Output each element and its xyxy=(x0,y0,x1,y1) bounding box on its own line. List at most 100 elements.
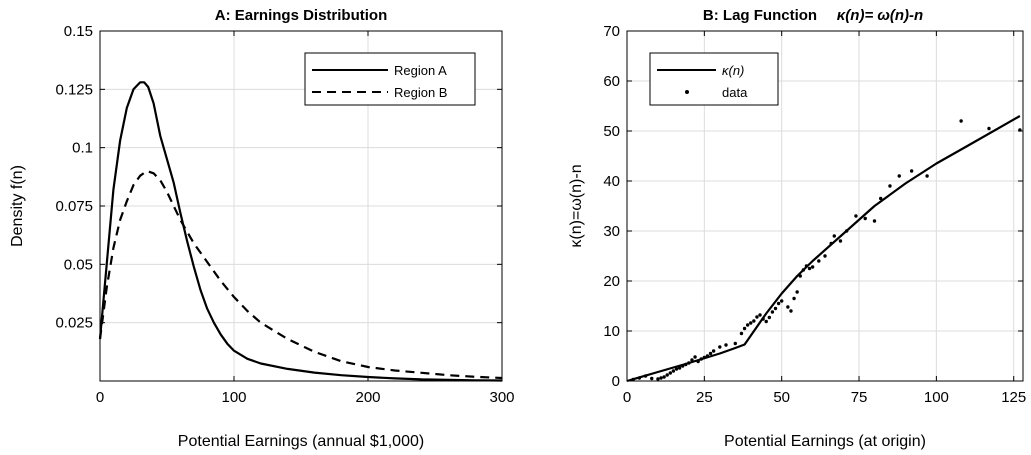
panel-a-title: A: Earnings Distribution xyxy=(215,7,388,24)
data-point xyxy=(668,371,673,375)
data-point xyxy=(656,377,660,381)
data-point xyxy=(690,358,694,362)
panel-a-xlabel: Potential Earnings (annual $1,000) xyxy=(178,433,424,450)
data-point xyxy=(674,367,679,371)
panel-b-axes-frame xyxy=(626,30,1024,382)
y-tick-label: 20 xyxy=(603,273,620,290)
x-tick-label: 0 xyxy=(96,389,104,406)
x-tick-label: 50 xyxy=(773,389,790,406)
data-point xyxy=(749,321,753,325)
data-point xyxy=(699,357,703,361)
data-point xyxy=(798,274,802,278)
data-point xyxy=(888,184,892,188)
panel-a: 0 100 200 300 0.025 0.05 0.075 0.1 0.125 0.15 A: … xyxy=(9,7,515,450)
data-point xyxy=(776,301,781,306)
data-point xyxy=(786,305,790,309)
data-point xyxy=(718,345,722,349)
panel-b-ticks: 0 25 50 75 100 125 0 10 20 30 40 50 60 70 xyxy=(603,23,1026,406)
data-point xyxy=(801,268,806,272)
data-point xyxy=(807,266,812,271)
x-tick-label: 200 xyxy=(355,389,380,406)
legend-kappa-label: κ(n) xyxy=(722,63,744,78)
data-point xyxy=(745,323,750,327)
data-point xyxy=(739,331,744,336)
data-point xyxy=(696,359,700,364)
data-point xyxy=(770,310,775,314)
panel-b: 0 25 50 75 100 125 0 10 20 30 40 50 60 70 B: Lag Func… xyxy=(568,7,1026,450)
x-tick-label: 100 xyxy=(221,389,246,406)
legend-region-b-label: Region B xyxy=(394,85,447,100)
data-point xyxy=(844,229,849,233)
y-tick-label: 10 xyxy=(603,323,620,340)
x-tick-label: 0 xyxy=(623,389,631,406)
data-point xyxy=(665,373,669,377)
x-tick-label: 75 xyxy=(851,389,868,406)
data-point xyxy=(909,169,914,173)
data-point xyxy=(817,259,821,263)
data-point xyxy=(829,241,833,246)
data-point xyxy=(693,355,697,359)
x-tick-label: 100 xyxy=(924,389,949,406)
data-point xyxy=(733,341,737,346)
data-point xyxy=(711,349,716,353)
series-region-a-line xyxy=(98,81,503,382)
data-point xyxy=(643,374,648,378)
y-tick-label: 30 xyxy=(603,223,620,240)
data-point xyxy=(677,366,682,370)
data-point xyxy=(792,296,796,301)
data-point xyxy=(925,174,929,178)
data-point xyxy=(702,355,707,360)
data-point xyxy=(863,216,867,221)
panel-a-series xyxy=(98,81,503,382)
x-tick-label: 300 xyxy=(489,389,514,406)
y-tick-label: 0.1 xyxy=(72,140,93,157)
data-point xyxy=(779,299,784,303)
data-point xyxy=(804,264,809,268)
legend-data-swatch xyxy=(685,90,689,94)
data-point xyxy=(659,376,663,380)
y-tick-label: 40 xyxy=(603,173,620,190)
data-point xyxy=(755,315,759,319)
data-point xyxy=(959,119,963,123)
data-point xyxy=(631,377,635,382)
y-tick-label: 70 xyxy=(603,23,620,40)
y-tick-label: 0.05 xyxy=(64,256,93,273)
data-point xyxy=(795,290,799,294)
x-tick-label: 125 xyxy=(1001,389,1026,406)
panel-b-legend: κ(n) data xyxy=(649,52,779,106)
series-data-points xyxy=(631,119,1022,382)
y-tick-label: 0.125 xyxy=(55,81,93,98)
data-point xyxy=(650,376,654,381)
panel-b-xlabel: Potential Earnings (at origin) xyxy=(724,433,926,450)
panel-a-ticks: 0 100 200 300 0.025 0.05 0.075 0.1 0.125 0.15 xyxy=(55,23,514,406)
y-tick-label: 0 xyxy=(612,373,620,390)
data-point xyxy=(789,309,793,313)
data-point xyxy=(687,361,691,365)
panel-b-series xyxy=(626,115,1022,383)
panel-b-title: B: Lag Function xyxy=(703,7,817,24)
data-point xyxy=(637,376,642,380)
data-point xyxy=(671,369,676,373)
panel-a-legend: Region A Region B xyxy=(304,52,476,106)
data-point xyxy=(832,234,836,238)
y-tick-label: 0.025 xyxy=(55,315,93,332)
data-point xyxy=(773,306,778,311)
panel-b-legend-box xyxy=(649,52,779,106)
y-tick-label: 50 xyxy=(603,123,620,140)
data-point xyxy=(878,196,883,201)
panel-b-title-formula: κ(n)= ω(n)-n xyxy=(837,7,923,24)
series-region-b-line xyxy=(98,169,503,380)
y-tick-label: 60 xyxy=(603,73,620,90)
legend-data-label: data xyxy=(722,85,748,100)
data-point xyxy=(752,319,756,323)
panel-a-ylabel: Density f(n) xyxy=(9,165,26,247)
data-point xyxy=(680,364,685,368)
data-point xyxy=(897,174,901,178)
panel-b-ylabel: κ(n)=ω(n)-n xyxy=(568,164,585,247)
data-point xyxy=(987,126,991,131)
data-point xyxy=(810,265,815,269)
legend-region-a-label: Region A xyxy=(394,63,447,78)
data-point xyxy=(764,319,768,324)
data-point xyxy=(758,313,762,317)
